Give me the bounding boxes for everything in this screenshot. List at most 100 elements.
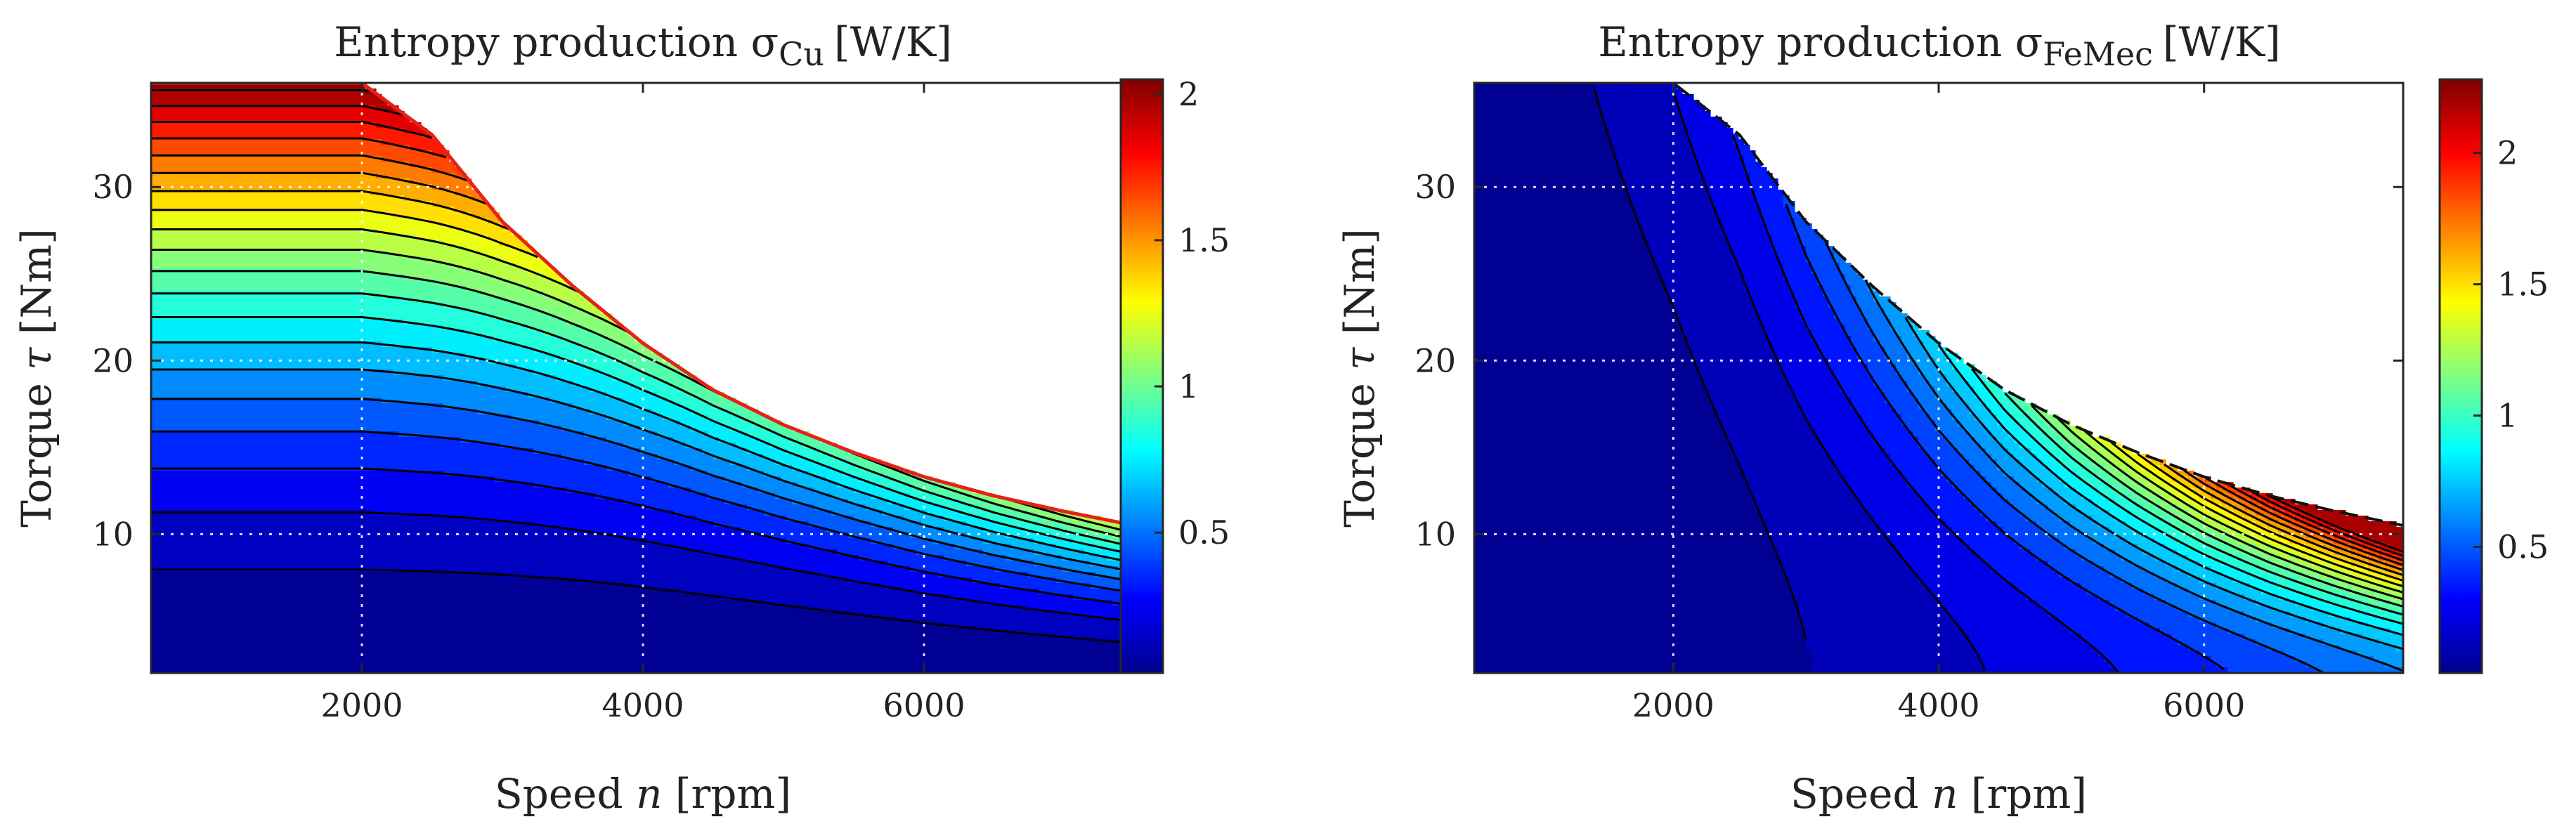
- heatmap-cell: [162, 600, 169, 606]
- heatmap-cell: [303, 622, 309, 629]
- heatmap-cell: [275, 257, 281, 263]
- heatmap-cell: [151, 145, 157, 151]
- heatmap-cell: [185, 178, 191, 185]
- heatmap-cell: [292, 645, 298, 651]
- heatmap-cell: [393, 353, 399, 359]
- heatmap-cell: [308, 544, 315, 550]
- heatmap-cell: [342, 105, 349, 112]
- heatmap-cell: [398, 347, 405, 353]
- heatmap-cell: [174, 257, 180, 263]
- heatmap-cell: [382, 544, 388, 550]
- heatmap-cell: [151, 190, 157, 196]
- heatmap-cell: [370, 521, 377, 528]
- heatmap-cell: [359, 94, 365, 100]
- heatmap-cell: [353, 622, 360, 629]
- heatmap-cell: [331, 600, 337, 606]
- heatmap-cell: [196, 476, 202, 483]
- heatmap-cell: [258, 347, 264, 353]
- heatmap-cell: [320, 544, 326, 550]
- heatmap-cell: [342, 257, 349, 263]
- heatmap-cell: [241, 100, 247, 106]
- heatmap-cell: [247, 532, 253, 539]
- heatmap-cell: [331, 358, 337, 365]
- heatmap-cell: [162, 229, 169, 235]
- heatmap-cell: [393, 207, 399, 213]
- heatmap-cell: [269, 639, 275, 646]
- heatmap-cell: [370, 606, 377, 612]
- heatmap-cell: [207, 162, 214, 168]
- heatmap-cell: [376, 606, 382, 612]
- heatmap-cell: [342, 656, 349, 662]
- heatmap-cell: [353, 117, 360, 123]
- heatmap-cell: [258, 493, 264, 499]
- heatmap-cell: [308, 611, 315, 617]
- heatmap-cell: [404, 504, 410, 511]
- heatmap-cell: [314, 600, 320, 606]
- heatmap-cell: [258, 532, 264, 539]
- heatmap-cell: [308, 347, 315, 353]
- heatmap-cell: [370, 622, 377, 629]
- heatmap-cell: [370, 325, 377, 331]
- heatmap-cell: [252, 504, 259, 511]
- heatmap-cell: [280, 521, 287, 528]
- heatmap-cell: [151, 319, 157, 325]
- heatmap-cell: [325, 628, 332, 634]
- heatmap-cell: [168, 572, 174, 578]
- heatmap-cell: [179, 398, 186, 404]
- heatmap-cell: [162, 667, 169, 673]
- heatmap-cell: [297, 83, 304, 89]
- heatmap-cell: [314, 325, 320, 331]
- heatmap-cell: [252, 296, 259, 303]
- heatmap-cell: [292, 572, 298, 578]
- heatmap-cell: [325, 162, 332, 168]
- heatmap-cell: [247, 527, 253, 533]
- heatmap-cell: [365, 370, 371, 376]
- heatmap-cell: [393, 409, 399, 415]
- heatmap-cell: [292, 443, 298, 449]
- heatmap-cell: [404, 443, 410, 449]
- heatmap-cell: [297, 341, 304, 348]
- heatmap-cell: [258, 195, 264, 202]
- heatmap-cell: [252, 364, 259, 370]
- heatmap-cell: [382, 246, 388, 252]
- heatmap-cell: [370, 347, 377, 353]
- heatmap-cell: [241, 488, 247, 494]
- heatmap-cell: [168, 229, 174, 235]
- heatmap-cell: [157, 532, 163, 539]
- heatmap-cell: [207, 156, 214, 162]
- heatmap-cell: [404, 459, 410, 466]
- heatmap-cell: [331, 628, 337, 634]
- heatmap-cell: [179, 319, 186, 325]
- heatmap-cell: [415, 167, 422, 174]
- heatmap-cell: [398, 667, 405, 673]
- heatmap-cell: [247, 296, 253, 303]
- heatmap-cell: [179, 426, 186, 432]
- heatmap-cell: [196, 650, 202, 657]
- heatmap-cell: [404, 476, 410, 483]
- heatmap-cell: [393, 280, 399, 286]
- heatmap-cell: [252, 650, 259, 657]
- heatmap-cell: [337, 336, 343, 342]
- heatmap-cell: [292, 561, 298, 567]
- heatmap-cell: [415, 128, 422, 134]
- heatmap-cell: [264, 577, 270, 584]
- heatmap-cell: [252, 532, 259, 539]
- heatmap-cell: [353, 89, 360, 95]
- heatmap-cell: [314, 516, 320, 522]
- heatmap-cell: [174, 274, 180, 280]
- heatmap-cell: [252, 223, 259, 230]
- heatmap-cell: [190, 656, 197, 662]
- heatmap-cell: [196, 330, 202, 336]
- heatmap-cell: [331, 488, 337, 494]
- heatmap-cell: [190, 499, 197, 505]
- heatmap-cell: [303, 375, 309, 381]
- heatmap-cell: [264, 336, 270, 342]
- heatmap-cell: [353, 645, 360, 651]
- heatmap-cell: [185, 431, 191, 438]
- heatmap-cell: [348, 218, 354, 224]
- heatmap-cell: [387, 285, 393, 292]
- heatmap-cell: [404, 207, 410, 213]
- heatmap-cell: [213, 577, 219, 584]
- heatmap-cell: [331, 561, 337, 567]
- heatmap-cell: [292, 437, 298, 443]
